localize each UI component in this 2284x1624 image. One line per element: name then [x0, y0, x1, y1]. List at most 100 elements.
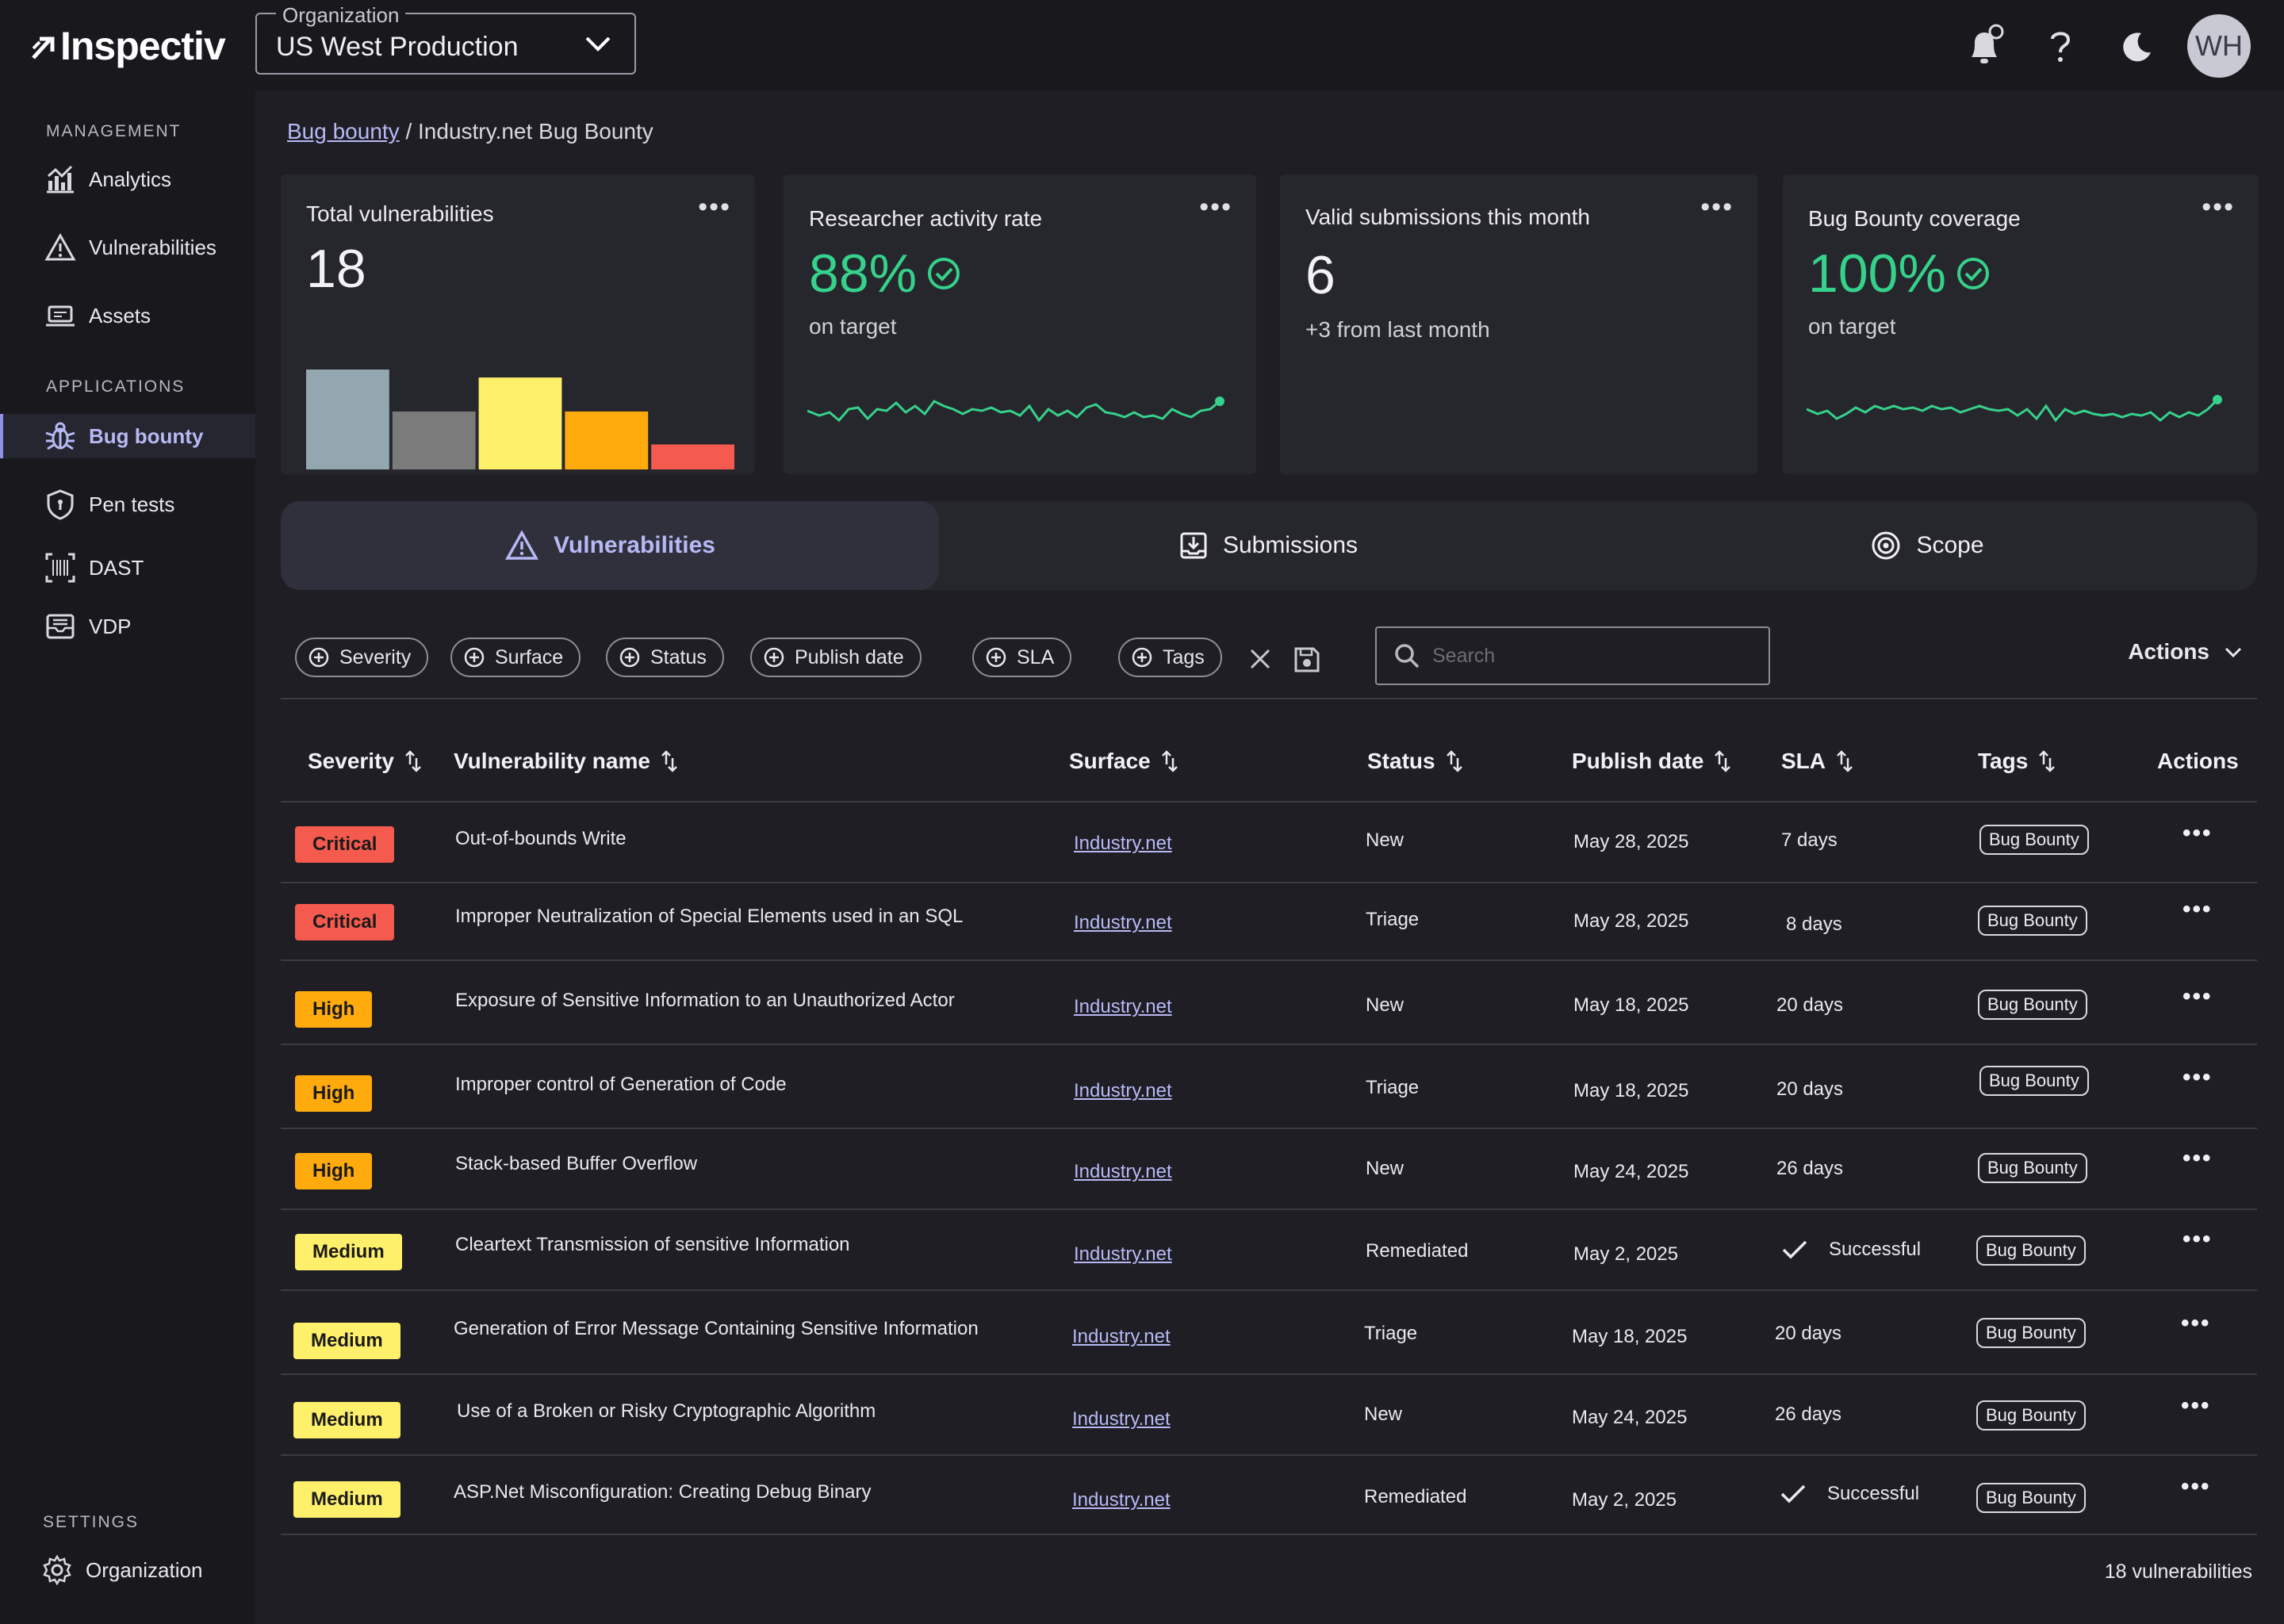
bell-icon [1972, 24, 2004, 63]
warning-triangle-icon [505, 530, 539, 560]
card-more-button[interactable]: ••• [1700, 192, 1734, 222]
table-row[interactable]: High Stack-based Buffer Overflow Industr… [281, 1129, 2257, 1210]
table-row[interactable]: Medium Generation of Error Message Conta… [281, 1291, 2257, 1375]
actions-dropdown[interactable]: Actions [2128, 639, 2243, 665]
breadcrumb-link-bug-bounty[interactable]: Bug bounty [287, 119, 400, 144]
column-header-status[interactable]: Status [1367, 749, 1464, 774]
sidebar-item-organization[interactable]: Organization [0, 1548, 255, 1592]
row-actions-button[interactable]: ••• [2182, 820, 2213, 846]
sidebar-item-vdp[interactable]: VDP [0, 604, 255, 649]
surface-link[interactable]: Industry.net [1074, 833, 1172, 854]
tag-chip[interactable]: Bug Bounty [1978, 906, 2087, 936]
filter-chip-publish-date[interactable]: Publish date [750, 638, 922, 677]
sla-text: 20 days [1775, 1323, 1842, 1344]
surface-link[interactable]: Industry.net [1072, 1326, 1171, 1347]
surface-link[interactable]: Industry.net [1074, 996, 1172, 1017]
table-row[interactable]: Critical Improper Neutralization of Spec… [281, 883, 2257, 961]
save-filters-icon[interactable] [1293, 645, 1321, 674]
analytics-icon [44, 163, 76, 195]
card-more-button[interactable]: ••• [1199, 192, 1232, 222]
clear-filters-icon[interactable] [1248, 647, 1272, 671]
search-input[interactable]: Search [1375, 626, 1770, 685]
tag-chip[interactable]: Bug Bounty [1979, 825, 2089, 855]
sidebar-item-analytics[interactable]: Analytics [0, 157, 255, 201]
status-text: Triage [1366, 909, 1420, 930]
column-header-severity[interactable]: Severity [308, 749, 423, 774]
theme-toggle-button[interactable] [2098, 14, 2175, 78]
help-button[interactable] [2022, 14, 2098, 78]
column-header-tags[interactable]: Tags [1978, 749, 2056, 774]
column-header-publish-date[interactable]: Publish date [1572, 749, 1732, 774]
status-text: Triage [1364, 1323, 1418, 1344]
surface-link[interactable]: Industry.net [1072, 1489, 1171, 1511]
sidebar-item-vulnerabilities[interactable]: Vulnerabilities [0, 225, 255, 270]
vulnerability-name[interactable]: Exposure of Sensitive Information to an … [455, 990, 955, 1011]
filter-chip-label: Status [650, 645, 707, 668]
organization-select[interactable]: Organization US West Production [255, 3, 636, 75]
surface-link[interactable]: Industry.net [1074, 1161, 1172, 1182]
vulnerability-name[interactable]: Improper Neutralization of Special Eleme… [455, 906, 964, 927]
column-header-sla[interactable]: SLA [1781, 749, 1854, 774]
tag-chip[interactable]: Bug Bounty [1978, 990, 2087, 1020]
table-row[interactable]: High Improper control of Generation of C… [281, 1045, 2257, 1129]
tag-chip[interactable]: Bug Bounty [1978, 1153, 2087, 1183]
table-row[interactable]: High Exposure of Sensitive Information t… [281, 961, 2257, 1045]
surface-link[interactable]: Industry.net [1074, 1243, 1172, 1265]
surface-link[interactable]: Industry.net [1072, 1408, 1171, 1430]
sidebar-item-label: Organization [86, 1557, 203, 1582]
tag-chip[interactable]: Bug Bounty [1976, 1318, 2086, 1348]
top-bar: Inspectiv Organization US West Productio… [0, 0, 2284, 90]
app-logo[interactable]: Inspectiv [30, 22, 226, 70]
row-actions-button[interactable]: ••• [2182, 896, 2213, 922]
inbox-icon [44, 611, 76, 642]
vulnerability-name[interactable]: Improper control of Generation of Code [455, 1074, 787, 1095]
tag-chip[interactable]: Bug Bounty [1979, 1066, 2089, 1096]
vulnerability-name[interactable]: ASP.Net Misconfiguration: Creating Debug… [454, 1481, 872, 1503]
filter-chip-label: Surface [495, 645, 564, 668]
tag-chip[interactable]: Bug Bounty [1976, 1483, 2086, 1513]
row-actions-button[interactable]: ••• [2182, 1064, 2213, 1090]
sidebar-item-bug-bounty[interactable]: Bug bounty [0, 414, 255, 458]
column-header-vulnerability-name[interactable]: Vulnerability name [454, 749, 679, 774]
filter-chip-status[interactable]: Status [606, 638, 724, 677]
vulnerability-name[interactable]: Stack-based Buffer Overflow [455, 1153, 698, 1174]
table-row[interactable]: Medium Use of a Broken or Risky Cryptogr… [281, 1375, 2257, 1456]
sidebar-item-dast[interactable]: DAST [0, 546, 255, 590]
row-actions-button[interactable]: ••• [2181, 1392, 2211, 1419]
vulnerability-name[interactable]: Generation of Error Message Containing S… [454, 1318, 979, 1339]
tag-chip[interactable]: Bug Bounty [1976, 1400, 2086, 1431]
sla-text: 26 days [1776, 1158, 1844, 1179]
surface-link[interactable]: Industry.net [1074, 1080, 1172, 1101]
row-actions-button[interactable]: ••• [2182, 1145, 2213, 1171]
sidebar-item-pen-tests[interactable]: Pen tests [0, 482, 255, 527]
filter-chip-sla[interactable]: SLA [972, 638, 1072, 677]
filter-chip-severity[interactable]: Severity [295, 638, 429, 677]
filter-chip-tags[interactable]: Tags [1118, 638, 1222, 677]
row-actions-button[interactable]: ••• [2181, 1473, 2211, 1500]
tab-scope[interactable]: Scope [1597, 501, 2257, 590]
tag-chip[interactable]: Bug Bounty [1976, 1235, 2086, 1266]
row-actions-button[interactable]: ••• [2182, 1226, 2213, 1252]
vulnerability-name[interactable]: Use of a Broken or Risky Cryptographic A… [457, 1400, 876, 1422]
row-actions-button[interactable]: ••• [2182, 983, 2213, 1009]
vulnerability-name[interactable]: Cleartext Transmission of sensitive Info… [455, 1234, 850, 1255]
table-row[interactable]: Medium ASP.Net Misconfiguration: Creatin… [281, 1456, 2257, 1535]
row-actions-button[interactable]: ••• [2181, 1310, 2211, 1336]
table-row[interactable]: Critical Out-of-bounds Write Industry.ne… [281, 802, 2257, 883]
surface-link[interactable]: Industry.net [1074, 912, 1172, 933]
sidebar-item-assets[interactable]: Assets [0, 293, 255, 338]
sla-text: 20 days [1776, 1078, 1844, 1100]
filter-chip-surface[interactable]: Surface [450, 638, 581, 677]
tab-vulnerabilities[interactable]: Vulnerabilities [281, 501, 939, 590]
notifications-button[interactable] [1946, 14, 2022, 78]
severity-badge: Critical [295, 904, 395, 940]
avatar[interactable]: WH [2187, 14, 2251, 78]
vulnerability-name[interactable]: Out-of-bounds Write [455, 828, 627, 849]
card-more-button[interactable]: ••• [2202, 192, 2235, 222]
check-icon [1782, 1240, 1807, 1259]
table-row[interactable]: Medium Cleartext Transmission of sensiti… [281, 1210, 2257, 1291]
card-more-button[interactable]: ••• [698, 192, 731, 222]
tab-submissions[interactable]: Submissions [939, 501, 1597, 590]
column-header-surface[interactable]: Surface [1069, 749, 1179, 774]
breadcrumb: Bug bounty / Industry.net Bug Bounty [287, 119, 653, 144]
